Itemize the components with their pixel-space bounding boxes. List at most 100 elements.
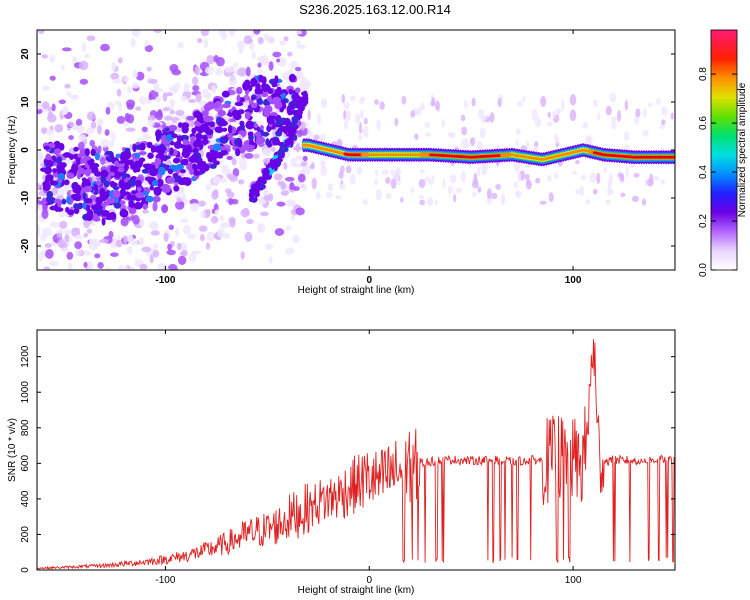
spectrogram-cell bbox=[410, 110, 416, 118]
spectrogram-cell bbox=[237, 139, 243, 148]
spectrogram-cell bbox=[42, 227, 53, 237]
spectrogram-cell bbox=[94, 152, 100, 161]
spectrogram-cell bbox=[50, 297, 56, 305]
spectrogram-cell bbox=[235, 148, 241, 157]
spectrogram-cell bbox=[264, 171, 270, 179]
spectrogram-cell bbox=[205, 129, 214, 135]
spectrogram-cell bbox=[121, 172, 128, 179]
spectrogram-cell bbox=[343, 109, 347, 120]
spectrogram-cell bbox=[168, 86, 179, 92]
spectrogram-cell bbox=[290, 215, 296, 221]
spectrogram-cell bbox=[127, 85, 133, 94]
spectrogram-cell bbox=[283, 162, 288, 170]
spectrogram-cell bbox=[222, 103, 231, 109]
spectrogram-cell bbox=[296, 40, 301, 46]
spectrogram-cell bbox=[37, 151, 44, 162]
spectrogram-cell bbox=[596, 113, 601, 121]
spectrogram-cell bbox=[535, 117, 542, 128]
spectrogram-cell bbox=[147, 119, 155, 127]
spectrogram-cell bbox=[44, 243, 53, 248]
spectrogram-cell bbox=[83, 197, 93, 204]
spectrogram-cell bbox=[477, 166, 481, 177]
spectrogram-cell bbox=[98, 238, 109, 244]
spectrogram-cell bbox=[287, 51, 293, 57]
spectrogram-cell bbox=[110, 72, 120, 81]
spectrogram-cell bbox=[100, 169, 109, 179]
spectrogram-cell bbox=[83, 218, 91, 229]
spectrogram-cell bbox=[107, 156, 113, 161]
spectrogram-cell bbox=[37, 228, 40, 238]
spectrogram-cell bbox=[239, 20, 245, 27]
spectrogram-cell bbox=[374, 178, 378, 186]
spectrogram-cell bbox=[119, 209, 129, 218]
spectrogram-cell bbox=[54, 123, 64, 133]
spectrogram-cell bbox=[272, 138, 281, 146]
spectrogram-cell bbox=[94, 242, 102, 247]
spectrogram-cell bbox=[617, 110, 622, 122]
spectrogram-cell bbox=[280, 190, 290, 196]
spectrogram-cell bbox=[220, 178, 228, 183]
spectrogram-cell bbox=[190, 136, 196, 143]
spectrogram-cell bbox=[42, 181, 47, 187]
spectrogram-cell bbox=[303, 4, 307, 9]
spectrogram-cell bbox=[142, 203, 148, 210]
spectrogram-cell bbox=[294, 163, 303, 168]
snr-frame bbox=[36, 329, 676, 571]
spectrogram-cell bbox=[204, 93, 212, 100]
spectrogram-cell bbox=[195, 132, 202, 140]
spectrogram-cell bbox=[608, 173, 613, 186]
spectrogram-cell bbox=[40, 284, 49, 290]
spectrogram-cell bbox=[240, 251, 245, 260]
spectrogram-cell bbox=[75, 158, 81, 166]
spectrogram-cell bbox=[139, 263, 148, 270]
spectrogram-cell bbox=[108, 306, 118, 312]
spectrogram-cell bbox=[175, 109, 185, 117]
spectrogram-cell bbox=[419, 199, 426, 206]
snr-x-label: Height of straight line (km) bbox=[298, 585, 415, 596]
spectrogram-cell bbox=[231, 157, 237, 166]
spectrogram-cell bbox=[554, 135, 560, 144]
spectrogram-cell bbox=[297, 17, 305, 24]
spectrogram-cell bbox=[281, 183, 287, 189]
spectrogram-cell bbox=[153, 30, 163, 34]
spectrogram-cell bbox=[180, 195, 186, 202]
spectrogram-cell bbox=[277, 180, 283, 187]
spectrogram-cell bbox=[85, 127, 95, 135]
spectrogram-cell bbox=[96, 181, 102, 187]
spectrogram-cell bbox=[206, 231, 215, 242]
spectrogram-cell bbox=[58, 162, 65, 172]
spectrogram-cell bbox=[71, 163, 79, 173]
spectrogram-cell bbox=[291, 116, 299, 123]
spectrogram-cell bbox=[139, 218, 145, 227]
spectrogram-cell bbox=[124, 112, 131, 123]
spectrogram-cell bbox=[300, 161, 308, 167]
spectrogram-cell bbox=[43, 266, 51, 270]
spectrogram-cell bbox=[117, 167, 125, 173]
spectrogram-cell bbox=[260, 211, 269, 217]
spectrogram-cell bbox=[213, 189, 219, 198]
spectrogram-cell bbox=[37, 204, 43, 212]
spectrogram-cell bbox=[41, 85, 51, 91]
spectrogram-cell bbox=[149, 167, 158, 177]
spectrogram-cell bbox=[295, 109, 303, 116]
spectrogram-cell bbox=[193, 170, 202, 176]
colorbar-gradient bbox=[710, 29, 738, 271]
spectrogram-cell bbox=[642, 107, 648, 118]
spectrogram-cell bbox=[176, 197, 182, 203]
spectrogram-cell bbox=[149, 222, 160, 230]
spectrogram-marks bbox=[37, 4, 675, 312]
spectrogram-cell bbox=[165, 161, 172, 166]
spectrogram-cell bbox=[580, 175, 587, 181]
spectrogram-cell bbox=[203, 38, 209, 48]
spectrogram-cell bbox=[535, 177, 541, 184]
spectrogram-cell bbox=[276, 88, 281, 98]
spectrogram-cell bbox=[86, 261, 94, 270]
colorbar-tick-label: 0.6 bbox=[698, 116, 709, 130]
spectrogram-cell bbox=[271, 82, 278, 88]
spectrogram-cell bbox=[109, 140, 115, 147]
spectrogram-cell bbox=[286, 138, 294, 143]
spectrogram-cell bbox=[150, 230, 160, 236]
spectrogram-cell bbox=[170, 100, 176, 107]
spectrogram-cell bbox=[660, 179, 665, 185]
spectrogram-cell bbox=[479, 127, 486, 139]
